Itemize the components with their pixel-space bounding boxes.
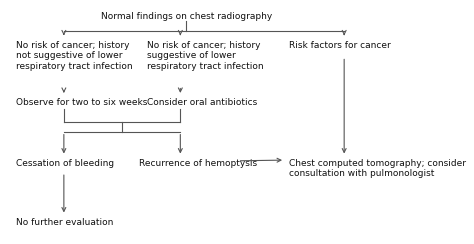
Text: Chest computed tomography; consider
consultation with pulmonologist: Chest computed tomography; consider cons… xyxy=(289,159,466,178)
Text: No further evaluation: No further evaluation xyxy=(17,218,114,227)
Text: Cessation of bleeding: Cessation of bleeding xyxy=(17,159,115,168)
Text: Recurrence of hemoptysis: Recurrence of hemoptysis xyxy=(139,159,257,168)
Text: Observe for two to six weeks: Observe for two to six weeks xyxy=(17,98,148,107)
Text: Normal findings on chest radiography: Normal findings on chest radiography xyxy=(100,12,272,20)
Text: Consider oral antibiotics: Consider oral antibiotics xyxy=(147,98,257,107)
Text: No risk of cancer; history
suggestive of lower
respiratory tract infection: No risk of cancer; history suggestive of… xyxy=(147,41,264,71)
Text: Risk factors for cancer: Risk factors for cancer xyxy=(289,41,391,50)
Text: No risk of cancer; history
not suggestive of lower
respiratory tract infection: No risk of cancer; history not suggestiv… xyxy=(17,41,133,71)
